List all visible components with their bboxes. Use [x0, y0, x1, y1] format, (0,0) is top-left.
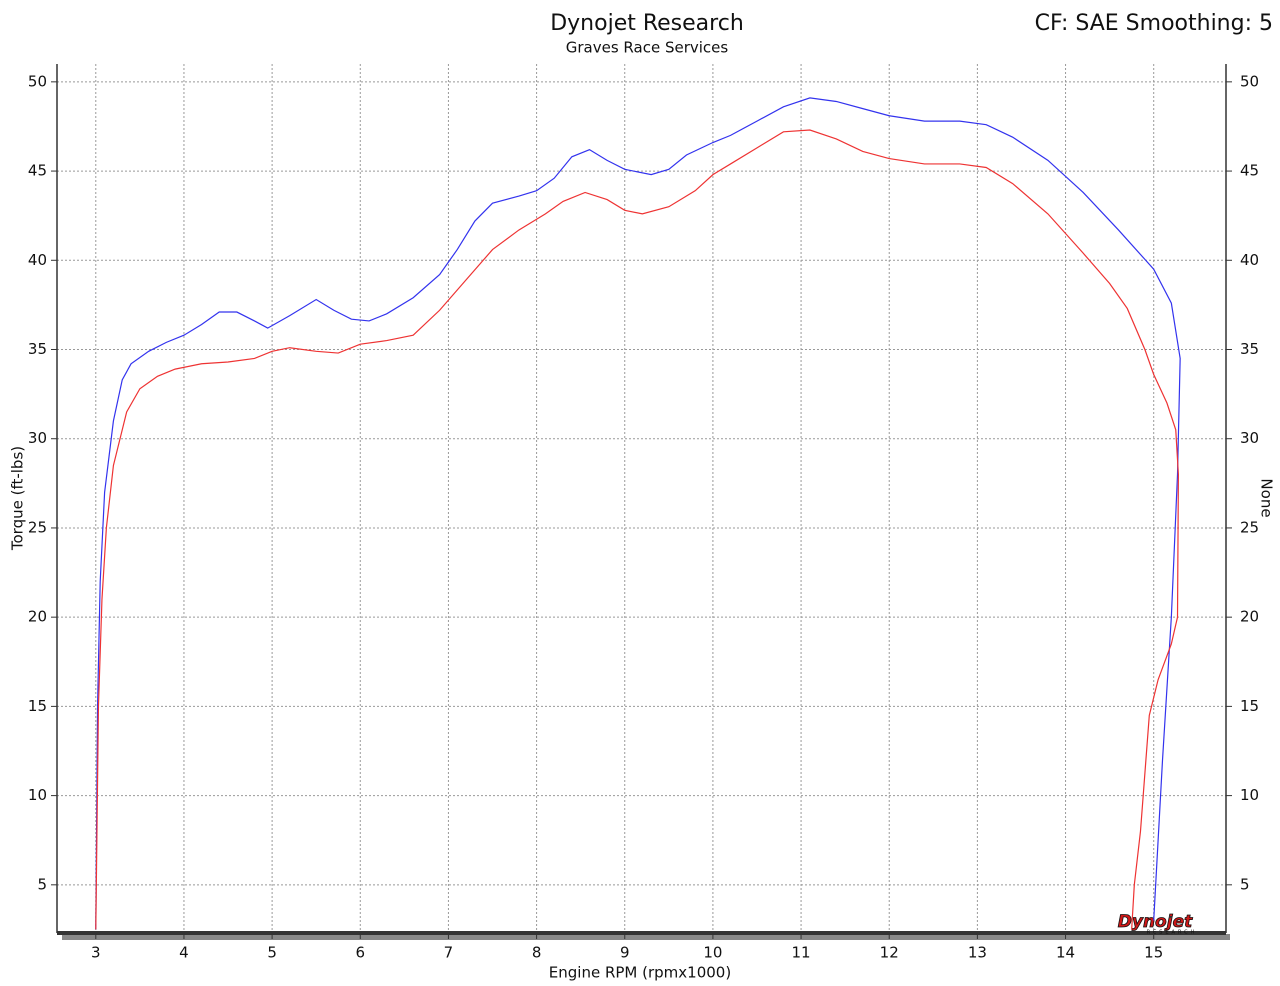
chart-title: Dynojet Research: [550, 11, 744, 36]
y-tick-label: 45: [28, 162, 47, 180]
logo-sub: RESEARCH: [1147, 930, 1198, 936]
y2-tick-label: 5: [1240, 875, 1250, 893]
x-tick-label: 13: [968, 944, 987, 962]
x-tick-label: 14: [1056, 944, 1075, 962]
chart-subtitle: Graves Race Services: [566, 39, 729, 57]
data-line: [95, 129, 1179, 930]
x-tick-label: 8: [532, 944, 542, 962]
y-tick-label: 15: [28, 697, 47, 715]
y2-axis-label: None: [1258, 478, 1276, 517]
x-tick-label: 7: [444, 944, 454, 962]
x-axis-bar: [57, 931, 1226, 935]
x-tick-label: 11: [792, 944, 811, 962]
y-tick-label: 35: [28, 340, 47, 358]
x-tick-label: 6: [355, 944, 365, 962]
x-tick-label: 10: [703, 944, 722, 962]
y2-tick-label: 50: [1240, 72, 1259, 90]
y-tick-label: 50: [28, 72, 47, 90]
y-tick-label: 40: [28, 251, 47, 269]
y2-tick-label: 20: [1240, 608, 1259, 626]
axis-shadow: [62, 934, 1230, 940]
y-tick-label: 20: [28, 608, 47, 626]
y-axis-label: Torque (ft-lbs): [9, 446, 27, 551]
y2-tick-label: 40: [1240, 251, 1259, 269]
x-tick-label: 9: [620, 944, 630, 962]
x-tick-label: 12: [880, 944, 899, 962]
y-tick-label: 10: [28, 786, 47, 804]
x-tick-label: 4: [179, 944, 189, 962]
y-tick-label: 30: [28, 429, 47, 447]
y-tick-label: 5: [37, 875, 47, 893]
y2-tick-label: 30: [1240, 429, 1259, 447]
x-tick-label: 3: [91, 944, 101, 962]
logo: Dynojet: [1118, 912, 1193, 932]
y2-tick-label: 15: [1240, 697, 1259, 715]
x-tick-label: 15: [1144, 944, 1163, 962]
x-axis-label: Engine RPM (rpmx1000): [549, 964, 731, 982]
y2-tick-label: 25: [1240, 518, 1259, 536]
y2-tick-label: 45: [1240, 162, 1259, 180]
y2-tick-label: 10: [1240, 786, 1259, 804]
x-tick-label: 5: [267, 944, 277, 962]
y-tick-label: 25: [28, 518, 47, 536]
corner-text: CF: SAE Smoothing: 5: [1035, 11, 1273, 36]
y2-tick-label: 35: [1240, 340, 1259, 358]
data-line: [95, 97, 1181, 930]
